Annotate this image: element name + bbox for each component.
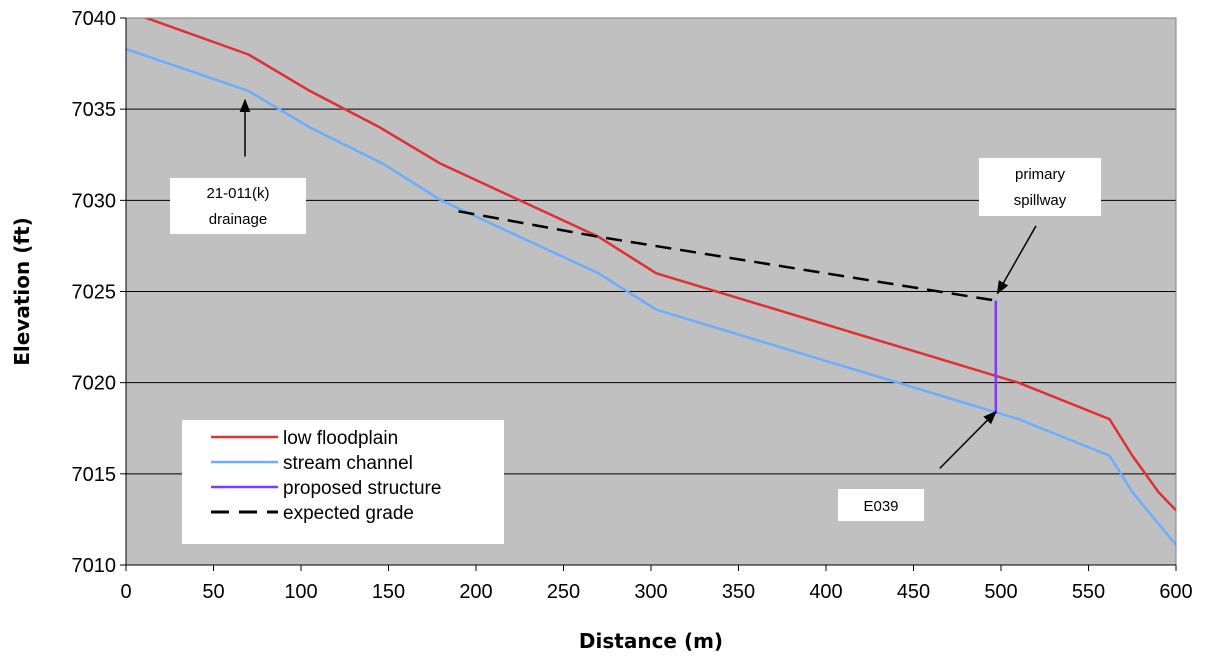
y-axis-title: Elevation (ft) — [10, 217, 34, 366]
legend-item-proposed-structure: proposed structure — [211, 478, 441, 499]
x-axis-title: Distance (m) — [579, 629, 723, 653]
y-tick-label-7015: 7015 — [72, 464, 117, 486]
annotation-spillway-arrow — [996, 225, 1037, 295]
series-lines — [126, 18, 1176, 546]
x-tick-label-550: 550 — [1072, 581, 1105, 603]
annotation-drainage: 21-011(k) drainage — [170, 98, 306, 234]
y-tick-label-7010: 7010 — [72, 555, 117, 577]
x-tick-label-400: 400 — [809, 581, 842, 603]
x-tick-label-50: 50 — [202, 581, 224, 603]
annotation-e039: E039 — [838, 410, 997, 521]
annotation-drainage-line-1: 21-011(k) — [206, 185, 269, 202]
legend: low floodplain stream channel proposed s… — [182, 420, 504, 544]
series-line-expected-grade — [458, 210, 996, 302]
legend-label-proposed-structure: proposed structure — [283, 478, 441, 499]
legend-label-stream-channel: stream channel — [283, 453, 413, 474]
annotation-spillway: primary spillway — [979, 158, 1101, 295]
series-line-stream-channel — [126, 47, 1176, 546]
x-tick-label-200: 200 — [459, 581, 492, 603]
annotation-e039-box — [838, 489, 924, 521]
annotations: 21-011(k) drainage primary spillway E039 — [170, 98, 1101, 521]
annotation-spillway-line-1: primary — [1015, 166, 1066, 183]
legend-item-low-floodplain: low floodplain — [211, 428, 398, 449]
y-tick-label-7020: 7020 — [72, 373, 117, 395]
x-tick-label-450: 450 — [897, 581, 930, 603]
annotation-spillway-line-2: spillway — [1014, 192, 1067, 209]
x-tick-label-300: 300 — [634, 581, 667, 603]
y-tick-label-7025: 7025 — [72, 282, 117, 304]
legend-label-expected-grade: expected grade — [283, 503, 414, 524]
x-tick-label-0: 0 — [120, 581, 131, 603]
y-tick-label-7035: 7035 — [72, 99, 117, 121]
annotation-e039-label: E039 — [863, 498, 898, 515]
x-tick-label-100: 100 — [284, 581, 317, 603]
annotation-drainage-box — [170, 178, 306, 234]
y-tick-label-7030: 7030 — [72, 190, 117, 212]
x-tick-label-250: 250 — [547, 581, 580, 603]
annotation-drainage-line-2: drainage — [209, 211, 267, 228]
annotation-e039-arrow — [939, 410, 997, 469]
legend-item-expected-grade: expected grade — [211, 503, 414, 524]
x-tick-label-350: 350 — [722, 581, 755, 603]
x-tick-label-500: 500 — [984, 581, 1017, 603]
axis-ticks: 0 50 100 150 200 250 300 350 400 450 500 550 600 7010… — [72, 8, 1193, 603]
annotation-spillway-box — [979, 158, 1101, 216]
legend-item-stream-channel: stream channel — [211, 453, 413, 474]
legend-box — [182, 420, 504, 544]
series-line-low-floodplain — [142, 18, 1176, 512]
y-tick-label-7040: 7040 — [72, 8, 117, 30]
x-tick-label-150: 150 — [372, 581, 405, 603]
x-tick-label-600: 600 — [1159, 581, 1192, 603]
legend-label-low-floodplain: low floodplain — [283, 428, 398, 449]
